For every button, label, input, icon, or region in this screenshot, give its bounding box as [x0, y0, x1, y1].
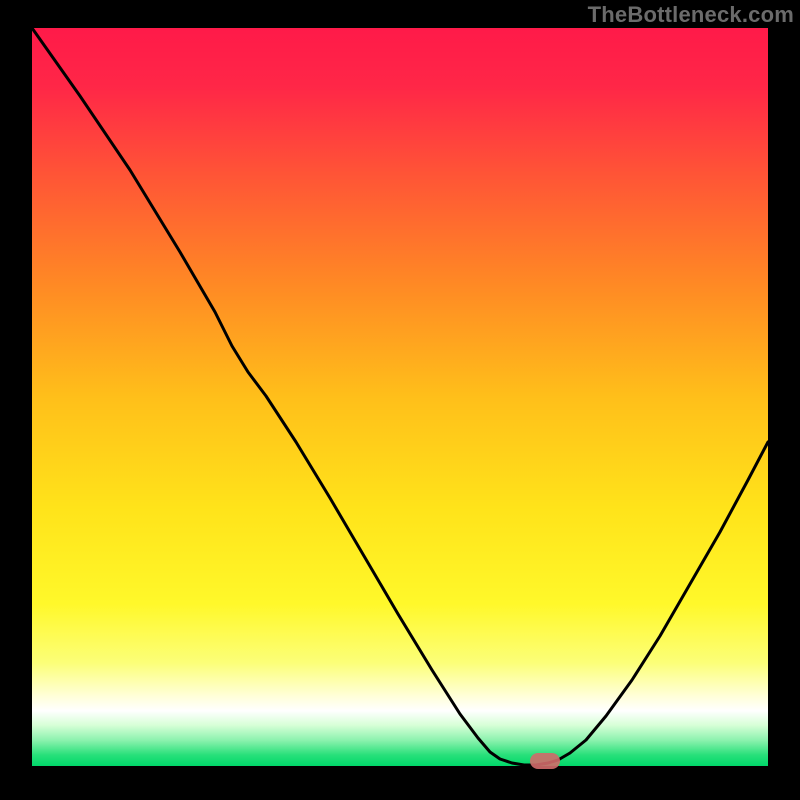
chart-svg — [0, 0, 800, 800]
optimal-marker — [530, 753, 560, 769]
chart-frame: TheBottleneck.com — [0, 0, 800, 800]
watermark-text: TheBottleneck.com — [588, 2, 794, 28]
plot-area — [32, 28, 768, 766]
